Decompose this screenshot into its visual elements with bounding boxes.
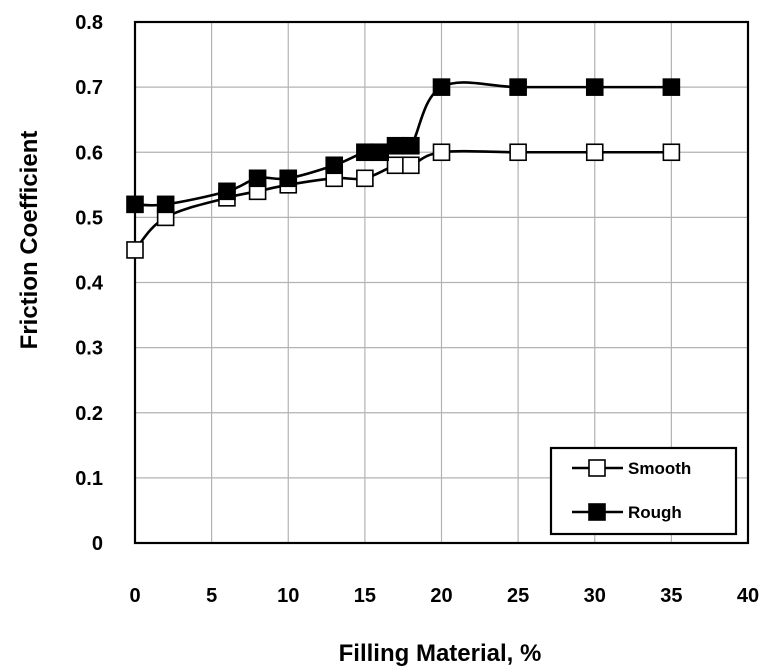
legend-marker-rough [588, 503, 606, 521]
data-point-rough [386, 136, 405, 155]
data-point-smooth [356, 169, 374, 188]
plot-area-frame [133, 20, 750, 545]
legend-marker-smooth [588, 459, 606, 477]
y-tick-label: 0.5 [75, 207, 103, 229]
data-point-smooth [509, 143, 527, 162]
data-point-rough [356, 143, 374, 162]
x-tick-label: 30 [584, 585, 606, 607]
x-tick-label: 25 [507, 585, 529, 607]
y-tick-label: 0.3 [75, 338, 103, 360]
y-tick-label: 0.4 [75, 273, 104, 295]
y-tick-label: 0.8 [75, 12, 103, 34]
x-tick-label: 40 [737, 585, 759, 607]
y-tick-label: 0.7 [75, 77, 103, 99]
x-tick-label: 5 [206, 585, 217, 607]
data-point-rough [585, 78, 604, 96]
x-tick-label: 20 [430, 585, 452, 607]
x-axis-title: Filling Material, % [339, 640, 542, 667]
data-point-smooth [662, 143, 681, 162]
data-point-rough [248, 169, 267, 188]
data-point-rough [279, 169, 298, 188]
data-point-smooth [402, 156, 420, 175]
legend-label-smooth: Smooth [628, 459, 691, 478]
data-point-rough [402, 136, 420, 155]
x-tick-label: 0 [129, 585, 140, 607]
data-point-smooth [386, 156, 405, 175]
data-point-smooth [585, 143, 604, 162]
y-tick-label: 0 [92, 533, 103, 555]
y-axis-tick-labels: 0 0.1 0.2 0.3 0.4 0.5 0.6 0.7 0.8 [75, 12, 104, 555]
y-tick-label: 0.2 [75, 403, 103, 425]
legend-box [549, 446, 738, 536]
x-tick-label: 15 [354, 585, 376, 607]
data-point-smooth [126, 241, 144, 259]
data-point-rough [126, 195, 144, 214]
x-tick-label: 35 [660, 585, 682, 607]
legend-label-rough: Rough [628, 503, 682, 522]
y-tick-label: 0.1 [75, 468, 103, 490]
x-tick-label: 10 [277, 585, 299, 607]
data-point-rough [218, 182, 236, 201]
legend: Smooth Rough [549, 446, 738, 536]
data-point-rough [156, 195, 175, 214]
data-point-rough [432, 78, 451, 96]
data-point-rough [371, 143, 390, 162]
data-point-rough [662, 78, 681, 96]
data-point-smooth [432, 143, 451, 162]
data-point-rough [325, 156, 344, 175]
x-axis-tick-labels: 0 5 10 15 20 25 30 35 40 [129, 585, 759, 607]
series-layer [126, 78, 681, 259]
y-tick-label: 0.6 [75, 142, 103, 164]
y-axis-title: Friction Coefficient [16, 131, 43, 350]
data-point-rough [509, 78, 527, 96]
